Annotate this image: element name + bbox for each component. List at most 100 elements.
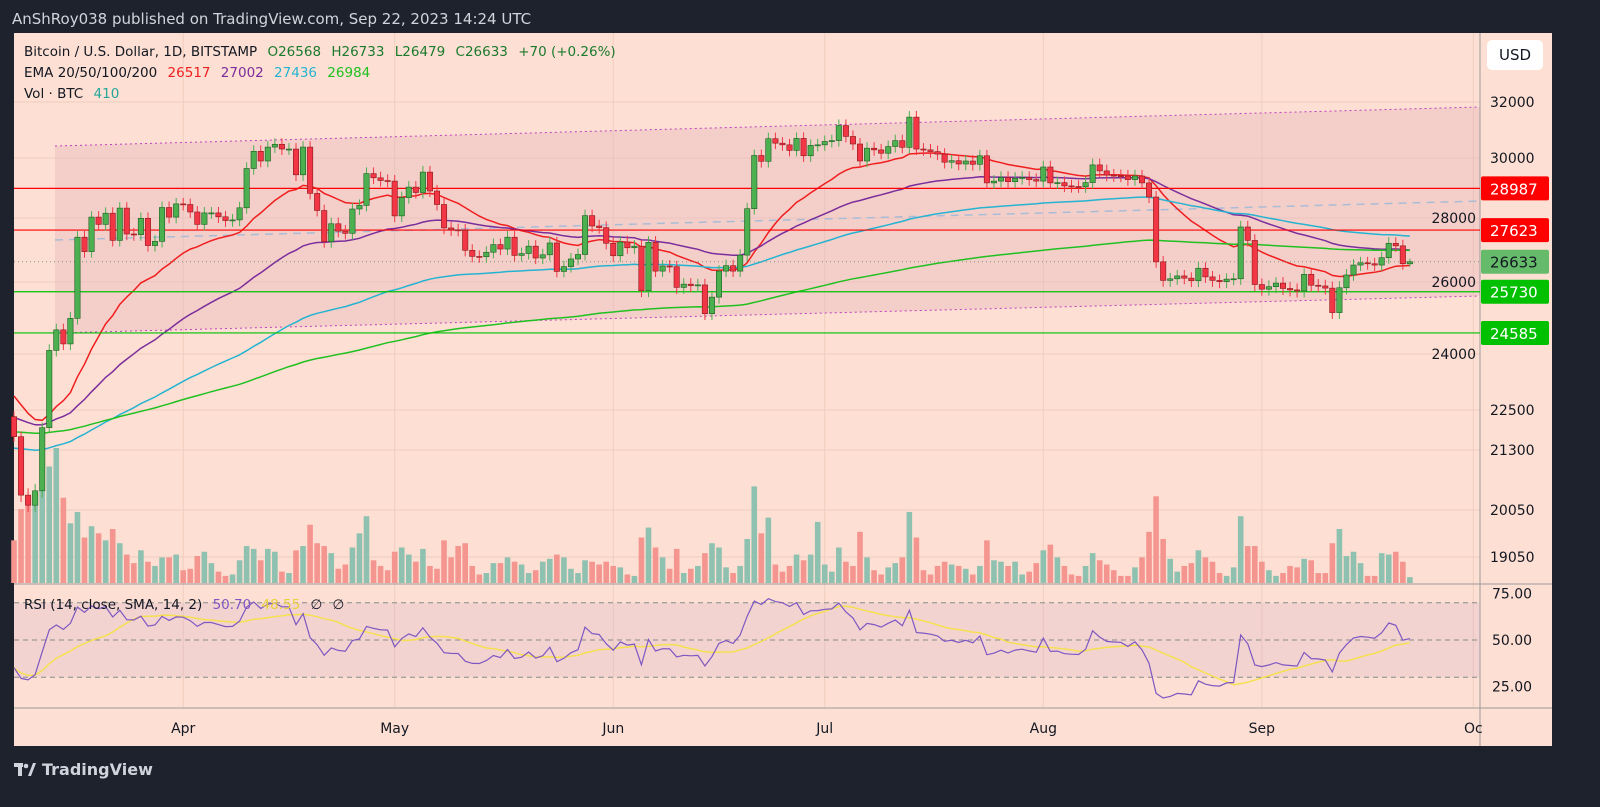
volume-bar (723, 567, 729, 583)
candle (102, 212, 109, 225)
volume-bar (46, 466, 53, 583)
volume-bar (1287, 565, 1293, 583)
candle (1364, 262, 1371, 265)
rsi-legend: RSI (14, close, SMA, 14, 2) 50.70 48.55 … (24, 597, 350, 613)
volume-bar (1378, 553, 1385, 583)
price-axis-label: 30000 (1490, 151, 1535, 167)
candle (285, 148, 292, 151)
volume-bar (525, 573, 532, 583)
volume-bar (596, 564, 602, 583)
volume-bar (695, 565, 701, 583)
volume-bar (152, 565, 158, 583)
rsi-label[interactable]: RSI (14, close, SMA, 14, 2) (24, 597, 203, 613)
volume-bar (102, 540, 109, 583)
volume-bar (1273, 575, 1279, 583)
ema-label[interactable]: EMA 20/50/100/200 (24, 65, 158, 81)
volume-bar (1350, 551, 1357, 583)
volume-bar (222, 575, 229, 583)
candle (997, 177, 1004, 182)
symbol-title[interactable]: Bitcoin / U.S. Dollar, 1D, BITSTAMP (24, 44, 258, 60)
tradingview-logo[interactable]: TradingView (14, 760, 153, 779)
candle (1117, 175, 1124, 177)
volume-bar (800, 560, 807, 583)
candle (405, 186, 412, 198)
volume-bar (744, 538, 750, 583)
candle (596, 225, 603, 228)
candle (1280, 282, 1287, 289)
volume-bar (1244, 546, 1251, 583)
volume-bar (307, 524, 313, 583)
volume-bar (1103, 564, 1110, 583)
candle (18, 436, 25, 496)
candle (1385, 242, 1392, 258)
volume-bar (208, 563, 215, 583)
candle (1216, 280, 1223, 282)
volume-bar (1005, 565, 1011, 583)
volume-bar (1089, 553, 1096, 583)
price-level-badge: 24585 (1481, 320, 1549, 345)
volume-bar (39, 490, 45, 583)
volume-bar (1329, 543, 1336, 583)
price-badge-label: 25730 (1490, 284, 1538, 302)
volume-bar (286, 573, 292, 583)
volume-bar (1237, 516, 1244, 583)
volume-bar (991, 560, 997, 583)
volume-bar (1230, 567, 1237, 583)
volume-bar (455, 546, 461, 583)
candle (864, 147, 871, 162)
volume-bar (1393, 551, 1399, 583)
time-axis-label: Sep (1249, 721, 1276, 737)
volume-bar (575, 573, 581, 583)
volume-bar (272, 551, 278, 583)
candle (1005, 177, 1012, 182)
candle (398, 197, 405, 217)
candle (1019, 177, 1026, 179)
volume-bar (1061, 565, 1068, 583)
ema20-line (13, 152, 1410, 422)
candle (1399, 245, 1406, 265)
candle (257, 150, 264, 162)
symbol-legend: Bitcoin / U.S. Dollar, 1D, BITSTAMP O265… (24, 44, 622, 60)
candle (469, 250, 476, 257)
candle (1103, 170, 1110, 176)
candle (433, 190, 440, 205)
candle (1026, 177, 1033, 180)
volume-bar (74, 511, 81, 583)
price-badge-label: 24585 (1490, 325, 1538, 343)
volume-bar (977, 565, 983, 583)
candle (1251, 240, 1258, 285)
volume-bar (561, 557, 567, 583)
volume-bar (758, 533, 765, 583)
candle (278, 143, 285, 150)
candle (560, 266, 567, 272)
candle (1153, 196, 1160, 263)
volume-bar (1336, 529, 1343, 583)
volume-bar (1033, 563, 1040, 583)
candle (25, 494, 32, 506)
volume-bar (1266, 570, 1272, 583)
candle (95, 216, 102, 225)
volume-bar (1167, 558, 1173, 583)
volume-bar (652, 547, 659, 583)
volume-bar (955, 565, 962, 583)
volume-bar (250, 548, 257, 583)
candle (39, 427, 46, 492)
candle (694, 284, 701, 287)
volume-bar (878, 574, 884, 583)
volume-bar (864, 557, 870, 583)
volume-bar (187, 568, 194, 583)
price-level-badge: 27623 (1481, 218, 1549, 243)
price-badge-label: 27623 (1490, 222, 1538, 240)
volume-label[interactable]: Vol · BTC (24, 86, 84, 102)
currency-button[interactable]: USD (1487, 40, 1543, 70)
candle (1294, 289, 1301, 292)
rsi-extra-1: ∅ (310, 597, 323, 613)
candle (377, 177, 384, 181)
candle (955, 160, 962, 165)
candle (419, 171, 426, 193)
chart-layers (11, 33, 1552, 746)
volume-bar (356, 533, 363, 583)
candle (807, 145, 814, 157)
candle (687, 283, 694, 286)
